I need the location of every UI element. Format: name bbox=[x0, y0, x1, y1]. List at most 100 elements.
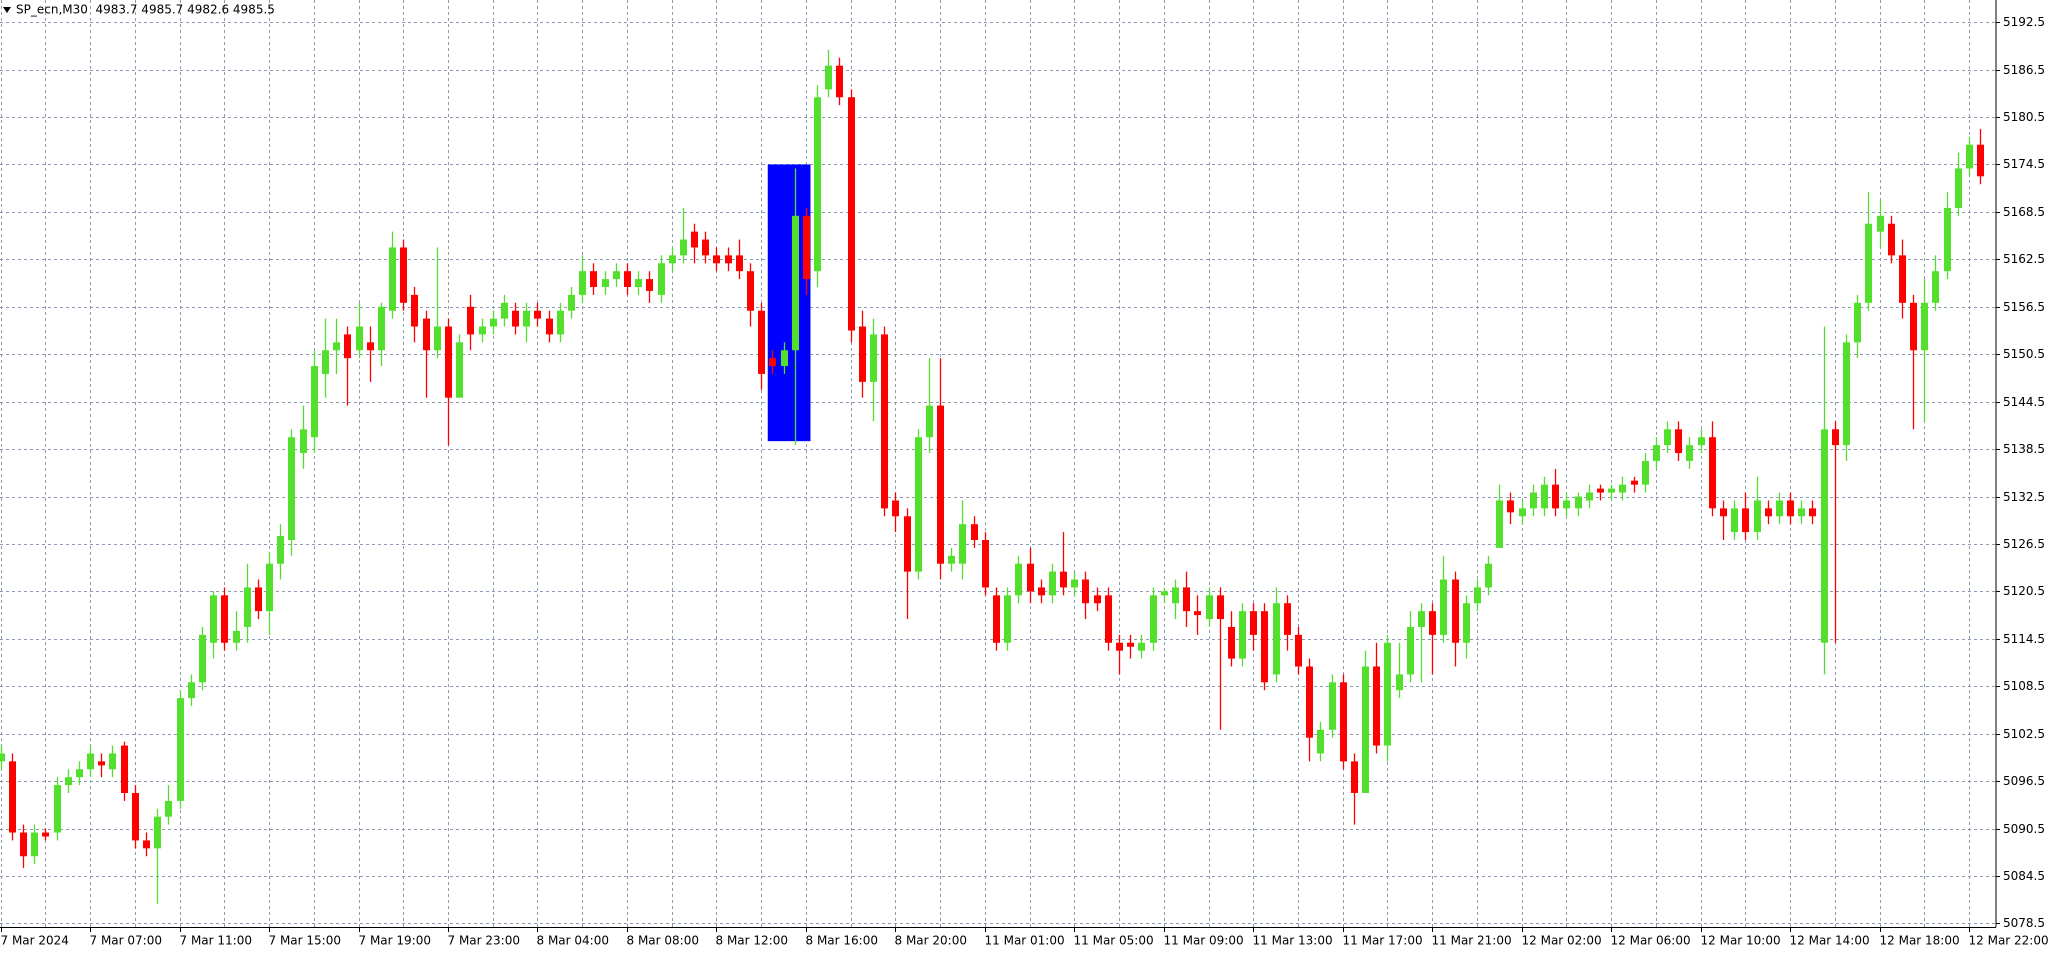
candle-body bbox=[781, 350, 788, 367]
candle-body bbox=[1273, 603, 1280, 675]
candle-body bbox=[1776, 500, 1783, 517]
candle-body bbox=[143, 840, 150, 849]
candle-body bbox=[288, 437, 295, 540]
symbol-menu-icon[interactable] bbox=[3, 7, 11, 13]
candle-body bbox=[1362, 666, 1369, 793]
candle-body bbox=[1429, 611, 1436, 635]
x-tick-label: 7 Mar 15:00 bbox=[269, 934, 342, 948]
y-tick-label: 5114.5 bbox=[2003, 632, 2045, 646]
candle-body bbox=[132, 792, 139, 841]
candle-body bbox=[590, 271, 597, 287]
candle-body bbox=[859, 326, 866, 382]
candle-body bbox=[277, 536, 284, 564]
candle-body bbox=[691, 231, 698, 248]
candle-body bbox=[1038, 587, 1045, 596]
x-tick-label: 11 Mar 13:00 bbox=[1253, 934, 1333, 948]
candle-body bbox=[1653, 445, 1660, 461]
candle-body bbox=[322, 350, 329, 374]
candle-body bbox=[1675, 429, 1682, 454]
y-tick-label: 5084.5 bbox=[2003, 869, 2045, 883]
y-tick-label: 5162.5 bbox=[2003, 252, 2045, 266]
candle-body bbox=[1754, 500, 1761, 533]
candle-body bbox=[1373, 666, 1380, 746]
candle-body bbox=[154, 816, 161, 849]
candle-body bbox=[367, 342, 374, 351]
candle-body bbox=[534, 310, 541, 319]
candle-body bbox=[747, 271, 754, 311]
candle-body bbox=[1004, 595, 1011, 643]
candle-body bbox=[1720, 508, 1727, 517]
candle-body bbox=[445, 326, 452, 398]
candle-body bbox=[702, 239, 709, 256]
candle-body bbox=[233, 630, 240, 643]
x-tick-label: 7 Mar 23:00 bbox=[448, 934, 521, 948]
y-tick-label: 5078.5 bbox=[2003, 916, 2045, 930]
candle-body bbox=[20, 832, 27, 857]
candle-body bbox=[9, 761, 16, 833]
y-tick-label: 5120.5 bbox=[2003, 584, 2045, 598]
candle-body bbox=[635, 279, 642, 287]
chart-title: SP_ecn,M30 4983.7 4985.7 4982.6 4985.5 bbox=[16, 3, 275, 17]
candle-body bbox=[1631, 480, 1638, 485]
candle-body bbox=[188, 682, 195, 699]
candle-body bbox=[1932, 271, 1939, 303]
candle-body bbox=[926, 405, 933, 438]
candle-body bbox=[1183, 587, 1190, 612]
candle-body bbox=[479, 326, 486, 335]
candle-body bbox=[1440, 579, 1447, 635]
candle-body bbox=[311, 366, 318, 438]
candle-body bbox=[1284, 603, 1291, 635]
candle-body bbox=[109, 753, 116, 770]
candle-body bbox=[803, 215, 810, 280]
x-tick-label: 12 Mar 10:00 bbox=[1701, 934, 1781, 948]
candle-body bbox=[870, 334, 877, 382]
y-tick-label: 5174.5 bbox=[2003, 157, 2045, 171]
candle-body bbox=[1295, 634, 1302, 667]
candle-body bbox=[1384, 642, 1391, 746]
candle-body bbox=[221, 595, 228, 643]
candle-body bbox=[1966, 144, 1973, 169]
candle-body bbox=[400, 247, 407, 303]
x-tick-label: 11 Mar 09:00 bbox=[1164, 934, 1244, 948]
x-tick-label: 12 Mar 22:00 bbox=[1969, 934, 2048, 948]
x-tick-label: 11 Mar 05:00 bbox=[1074, 934, 1154, 948]
candle-body bbox=[344, 334, 351, 359]
candle-body bbox=[467, 306, 474, 335]
candle-body bbox=[1843, 342, 1850, 446]
candle-body bbox=[1731, 508, 1738, 533]
candle-body bbox=[1485, 563, 1492, 588]
candle-body bbox=[658, 263, 665, 295]
candle-body bbox=[501, 302, 508, 319]
candle-body bbox=[1742, 508, 1749, 533]
candle-body bbox=[1317, 729, 1324, 754]
candle-body bbox=[523, 310, 530, 327]
candle-body bbox=[1664, 429, 1671, 446]
candle-body bbox=[1541, 484, 1548, 509]
candle-body bbox=[389, 247, 396, 311]
candle-body bbox=[1206, 595, 1213, 620]
x-tick-label: 11 Mar 01:00 bbox=[985, 934, 1065, 948]
candle-body bbox=[1239, 611, 1246, 659]
candle-body bbox=[1306, 666, 1313, 738]
candle-body bbox=[1094, 595, 1101, 604]
x-tick-label: 11 Mar 17:00 bbox=[1343, 934, 1423, 948]
y-tick-label: 5108.5 bbox=[2003, 679, 2045, 693]
candle-body bbox=[456, 342, 463, 398]
candle-body bbox=[1821, 429, 1828, 643]
x-tick-label: 7 Mar 11:00 bbox=[180, 934, 253, 948]
grid bbox=[0, 0, 1996, 927]
candle-body bbox=[210, 595, 217, 643]
x-tick-label: 7 Mar 2024 bbox=[1, 934, 69, 948]
y-tick-label: 5144.5 bbox=[2003, 395, 2045, 409]
candle-body bbox=[669, 255, 676, 264]
candle-body bbox=[1586, 492, 1593, 501]
candle-body bbox=[814, 97, 821, 272]
candle-body bbox=[1686, 445, 1693, 461]
candle-body bbox=[1015, 563, 1022, 596]
candle-body bbox=[1921, 302, 1928, 351]
candle-body bbox=[613, 271, 620, 280]
candle-body bbox=[1250, 611, 1257, 635]
candle-body bbox=[1642, 460, 1649, 485]
candle-body bbox=[411, 294, 418, 327]
